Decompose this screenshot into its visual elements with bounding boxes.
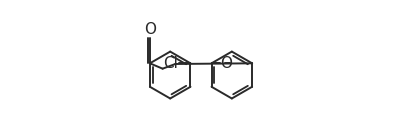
Text: Cl: Cl: [164, 56, 178, 71]
Text: O: O: [144, 22, 156, 37]
Text: O: O: [220, 56, 232, 71]
